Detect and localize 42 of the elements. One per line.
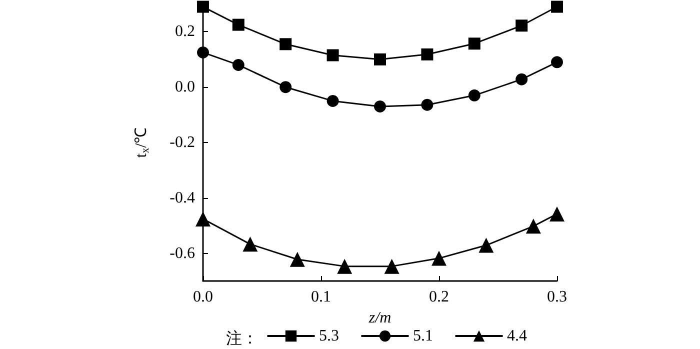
y-tick-label: 0.2 — [175, 23, 195, 40]
legend-label: 4.4 — [507, 328, 527, 344]
legend-label: 5.1 — [413, 328, 433, 344]
point — [232, 58, 244, 71]
point — [468, 89, 480, 102]
point — [242, 236, 258, 252]
y-tick-label: -0.6 — [170, 244, 195, 262]
point — [516, 20, 528, 32]
point — [290, 252, 305, 267]
point — [280, 38, 292, 50]
point — [374, 100, 386, 112]
x-tick-label: 0.0 — [193, 288, 213, 306]
y-axis-title: tx/℃ — [133, 127, 152, 158]
point — [280, 81, 292, 94]
point — [516, 73, 528, 86]
point — [421, 48, 434, 60]
point — [551, 56, 563, 68]
y-tick-label: -0.2 — [170, 134, 195, 151]
point — [384, 258, 400, 274]
point — [326, 94, 339, 107]
point — [551, 0, 563, 13]
point — [550, 206, 564, 222]
x-tick-label: 0.2 — [429, 288, 449, 306]
point — [374, 53, 386, 66]
point — [197, 46, 209, 58]
point — [196, 211, 210, 226]
point — [326, 49, 339, 62]
legend-label: 5.3 — [319, 328, 339, 344]
point — [232, 18, 244, 31]
x-tick-label: 0.1 — [311, 288, 331, 306]
point — [197, 0, 209, 13]
point — [478, 238, 494, 253]
point — [337, 258, 352, 274]
point — [468, 38, 480, 50]
x-tick-label: 0.3 — [547, 288, 567, 306]
y-tick-label: -0.4 — [170, 189, 195, 206]
point — [526, 218, 541, 234]
point — [432, 250, 446, 266]
y-tick-label: 0.0 — [175, 78, 195, 96]
point — [421, 98, 434, 111]
legend-title: 注： — [226, 330, 258, 348]
x-axis-title: z/m — [368, 309, 392, 326]
